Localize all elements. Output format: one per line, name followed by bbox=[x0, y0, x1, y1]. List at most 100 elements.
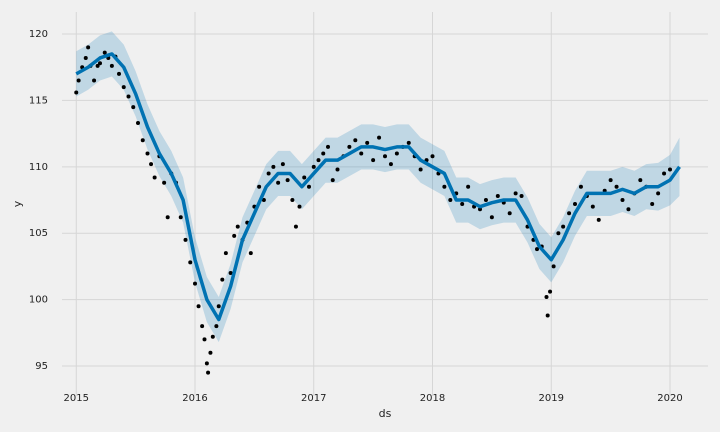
data-point bbox=[257, 184, 262, 189]
data-point bbox=[353, 138, 358, 143]
data-point bbox=[326, 144, 330, 149]
data-point bbox=[513, 191, 518, 196]
data-point bbox=[551, 264, 556, 269]
data-point bbox=[495, 194, 500, 199]
data-point bbox=[145, 151, 150, 156]
data-point bbox=[638, 178, 643, 183]
data-point bbox=[650, 202, 655, 206]
data-point bbox=[196, 304, 201, 309]
data-point bbox=[590, 204, 595, 209]
data-point bbox=[131, 105, 136, 110]
data-point bbox=[545, 313, 550, 318]
data-point bbox=[200, 324, 205, 329]
data-point bbox=[489, 215, 494, 220]
data-point bbox=[290, 198, 295, 203]
data-point bbox=[223, 251, 228, 256]
data-point bbox=[626, 207, 631, 212]
data-point bbox=[280, 162, 285, 167]
data-point bbox=[430, 154, 435, 159]
data-point bbox=[316, 158, 321, 163]
data-point bbox=[266, 171, 271, 176]
data-point bbox=[92, 78, 97, 83]
y-tick-label: 110 bbox=[29, 162, 48, 173]
data-point bbox=[188, 260, 193, 265]
data-point bbox=[210, 334, 215, 339]
data-point bbox=[202, 337, 207, 342]
y-tick-label: 100 bbox=[29, 295, 48, 306]
y-tick-label: 105 bbox=[29, 228, 48, 239]
data-point bbox=[460, 202, 465, 206]
data-point bbox=[117, 71, 121, 76]
data-point bbox=[365, 140, 370, 145]
data-point bbox=[248, 251, 253, 256]
data-point bbox=[614, 184, 619, 189]
data-point bbox=[220, 277, 225, 282]
data-point bbox=[394, 151, 399, 156]
data-point bbox=[183, 237, 188, 242]
data-point bbox=[371, 158, 376, 163]
data-point bbox=[335, 167, 340, 172]
data-point bbox=[121, 85, 126, 90]
data-point bbox=[204, 361, 209, 366]
uncertainty-band bbox=[76, 31, 680, 343]
data-point bbox=[83, 55, 88, 60]
data-point bbox=[307, 184, 311, 189]
data-point bbox=[178, 215, 183, 220]
data-point bbox=[507, 211, 512, 216]
data-point bbox=[442, 184, 447, 189]
x-tick-label: 2016 bbox=[182, 393, 207, 404]
data-point bbox=[285, 178, 290, 183]
data-point bbox=[102, 50, 107, 55]
data-point bbox=[276, 180, 281, 185]
data-point bbox=[235, 224, 240, 229]
x-tick-label: 2015 bbox=[64, 393, 89, 404]
data-point bbox=[302, 175, 307, 180]
data-point bbox=[165, 215, 170, 220]
data-point bbox=[573, 202, 577, 206]
data-point bbox=[95, 63, 100, 68]
data-point bbox=[232, 233, 237, 238]
data-point bbox=[567, 211, 572, 216]
data-point bbox=[228, 271, 233, 276]
data-point bbox=[377, 135, 382, 140]
data-point bbox=[478, 207, 482, 212]
data-point bbox=[347, 144, 352, 149]
data-point bbox=[418, 167, 423, 172]
y-tick-label: 95 bbox=[35, 361, 48, 372]
data-point bbox=[311, 164, 316, 169]
data-point bbox=[406, 140, 411, 145]
data-point bbox=[321, 151, 326, 156]
x-axis-title: ds bbox=[379, 407, 392, 420]
data-point bbox=[149, 162, 154, 167]
data-point bbox=[297, 204, 302, 209]
x-tick-label: 2020 bbox=[657, 393, 682, 404]
data-point bbox=[330, 178, 335, 183]
data-point bbox=[448, 198, 453, 203]
data-point bbox=[548, 289, 553, 294]
x-tick-label: 2019 bbox=[539, 393, 564, 404]
data-point bbox=[208, 350, 213, 355]
data-point bbox=[98, 61, 102, 66]
y-tick-label: 120 bbox=[29, 29, 48, 40]
data-point bbox=[388, 162, 393, 167]
data-point bbox=[608, 178, 613, 183]
data-point bbox=[578, 184, 583, 189]
data-point bbox=[656, 191, 661, 196]
data-point bbox=[293, 224, 298, 229]
data-point bbox=[620, 198, 625, 203]
data-point bbox=[483, 198, 488, 203]
data-point bbox=[109, 63, 114, 68]
data-point bbox=[359, 151, 364, 156]
data-point bbox=[556, 231, 561, 236]
data-point bbox=[668, 167, 672, 172]
data-point bbox=[662, 171, 667, 176]
data-point bbox=[216, 304, 221, 309]
y-tick-label: 115 bbox=[29, 95, 48, 106]
data-point bbox=[162, 180, 167, 185]
data-point bbox=[544, 294, 549, 299]
data-point bbox=[136, 121, 140, 126]
data-point bbox=[140, 138, 145, 143]
data-point bbox=[152, 175, 157, 180]
x-tick-label: 2017 bbox=[301, 393, 326, 404]
y-axis-title: y bbox=[11, 200, 24, 207]
